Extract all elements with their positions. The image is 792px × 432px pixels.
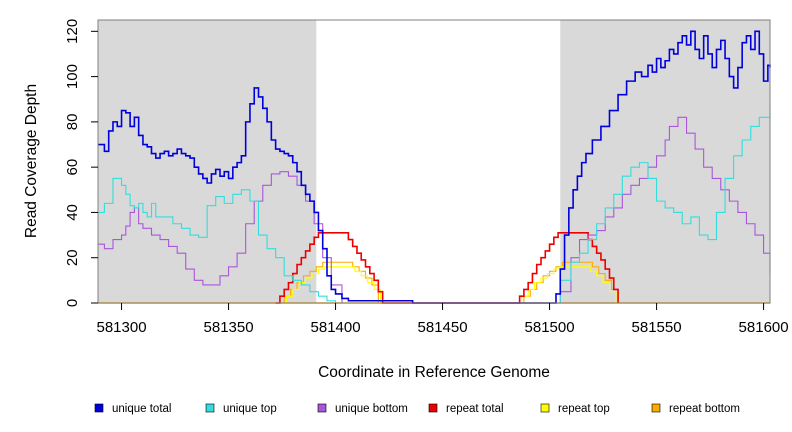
x-tick-label: 581500 bbox=[525, 319, 575, 336]
legend-item: repeat top bbox=[540, 403, 610, 415]
legend-label: unique bottom bbox=[335, 403, 408, 415]
legend: unique total unique top unique bottom repea… bbox=[94, 403, 740, 415]
legend-label: unique top bbox=[223, 403, 277, 415]
legend-label: unique total bbox=[112, 403, 171, 415]
series-line-repeat-total bbox=[275, 232, 619, 304]
y-tick-label: 0 bbox=[64, 299, 81, 307]
legend-swatch bbox=[94, 403, 104, 413]
legend-item: unique top bbox=[205, 403, 277, 415]
legend-label: repeat bottom bbox=[669, 403, 740, 415]
y-tick-label: 40 bbox=[64, 204, 81, 221]
series-line-unique-total bbox=[98, 30, 771, 304]
legend-label: repeat top bbox=[558, 403, 610, 415]
x-tick-label: 581450 bbox=[418, 319, 468, 336]
legend-swatch bbox=[651, 403, 661, 413]
shaded-regions bbox=[98, 20, 770, 303]
x-tick-label: 581550 bbox=[632, 319, 682, 336]
shaded-region-1 bbox=[98, 20, 317, 303]
axes: 581300 581350 581400 581450 581500 581550 5816… bbox=[64, 19, 789, 336]
legend-swatch bbox=[205, 403, 215, 413]
legend-item: unique bottom bbox=[317, 403, 408, 415]
series-line-unique-top bbox=[98, 103, 771, 304]
y-tick-label: 80 bbox=[64, 114, 81, 131]
y-tick-label: 120 bbox=[64, 19, 81, 44]
x-tick-label: 581400 bbox=[311, 319, 361, 336]
x-axis-title: Coordinate in Reference Genome bbox=[318, 364, 550, 381]
y-tick-label: 20 bbox=[64, 249, 81, 266]
y-axis-title: Read Coverage Depth bbox=[23, 84, 40, 238]
x-tick-label: 581300 bbox=[97, 319, 147, 336]
y-tick-label: 100 bbox=[64, 64, 81, 89]
x-tick-label: 581350 bbox=[204, 319, 254, 336]
legend-label: repeat total bbox=[446, 403, 504, 415]
legend-item: repeat bottom bbox=[651, 403, 740, 415]
x-tick-label: 581600 bbox=[739, 319, 789, 336]
legend-swatch bbox=[428, 403, 438, 413]
plot-frame bbox=[97, 19, 771, 304]
legend-item: unique total bbox=[94, 403, 171, 415]
y-tick-label: 60 bbox=[64, 159, 81, 176]
legend-swatch bbox=[317, 403, 327, 413]
series-line-unique-bottom bbox=[98, 116, 771, 304]
legend-item: repeat total bbox=[428, 403, 504, 415]
legend-swatch bbox=[540, 403, 550, 413]
